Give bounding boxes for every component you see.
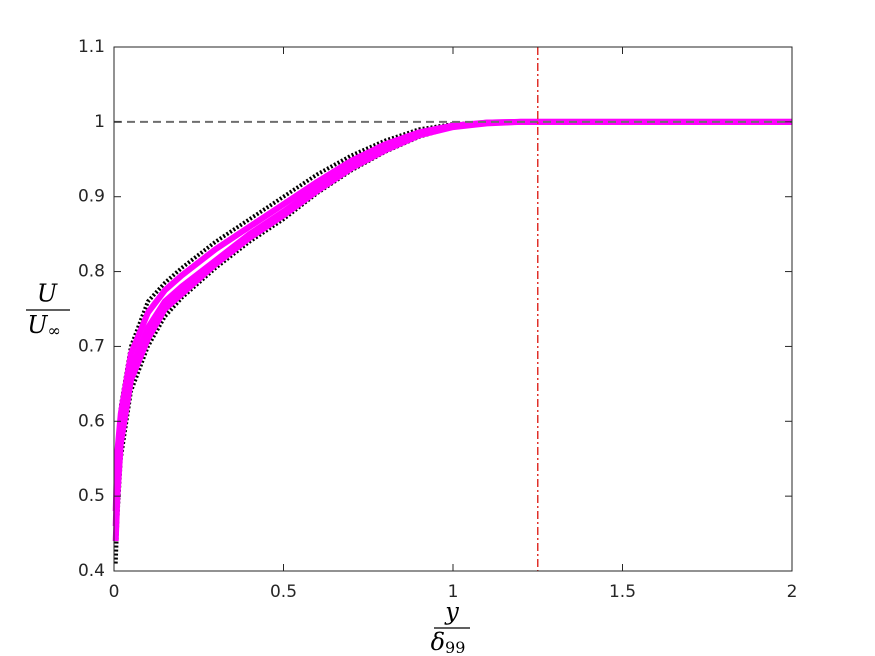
y-tick-label: 1	[94, 112, 105, 132]
x-tick-label: 1	[448, 582, 459, 602]
x-tick-label: 1.5	[609, 582, 636, 602]
y-tick-label: 0.9	[78, 187, 105, 207]
y-label-sub: ∞	[47, 321, 60, 340]
x-label-base: δ	[431, 628, 445, 656]
x-label-denominator: δ99	[431, 628, 466, 656]
y-tick-label: 0.4	[78, 561, 105, 581]
y-label-denominator: U∞	[27, 311, 61, 340]
y-label-numerator: U	[37, 280, 58, 308]
x-tick-label: 0.5	[270, 582, 297, 602]
y-tick-label: 0.8	[78, 262, 105, 282]
y-tick-label: 1.1	[78, 37, 105, 57]
x-tick-label: 0	[109, 582, 120, 602]
x-label-sub: 99	[445, 638, 465, 656]
y-tick-label: 0.7	[78, 336, 105, 356]
x-tick-label: 2	[787, 582, 798, 602]
y-label-base: U	[27, 311, 48, 339]
x-label-numerator: y	[444, 598, 459, 626]
plot-area	[112, 47, 792, 571]
y-tick-label: 0.5	[78, 486, 105, 506]
y-tick-label: 0.6	[78, 411, 105, 431]
